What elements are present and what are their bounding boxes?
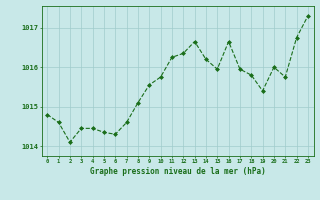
X-axis label: Graphe pression niveau de la mer (hPa): Graphe pression niveau de la mer (hPa): [90, 167, 266, 176]
